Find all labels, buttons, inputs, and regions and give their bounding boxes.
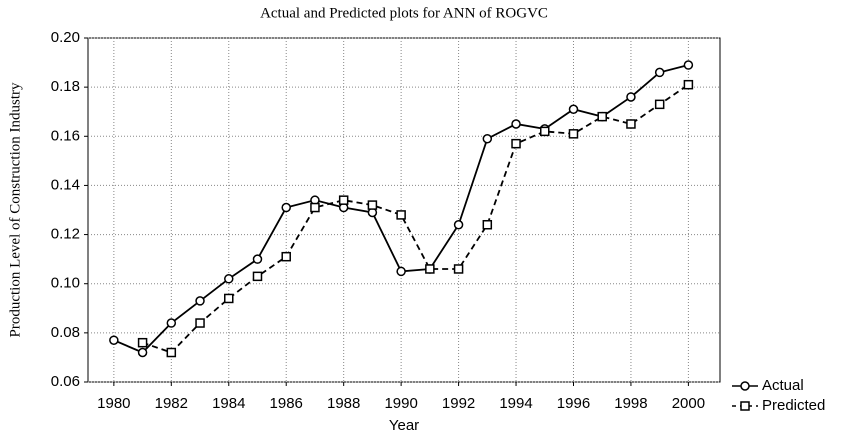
legend-label: Predicted (762, 397, 825, 414)
point (109, 335, 119, 345)
point (137, 337, 148, 348)
point (310, 202, 320, 213)
point (482, 133, 493, 144)
x-tick-label: 1998 (614, 395, 647, 412)
point (453, 264, 464, 274)
point (568, 129, 579, 139)
point (626, 92, 636, 102)
y-tick-label: 0.16 (51, 127, 80, 144)
point (683, 79, 694, 90)
x-tick-label: 2000 (672, 395, 705, 412)
legend-label: Actual (762, 377, 804, 394)
plot-frame (87, 37, 721, 383)
point (597, 111, 607, 122)
point (654, 67, 665, 78)
point (654, 99, 665, 110)
point (482, 219, 493, 230)
point (367, 200, 378, 210)
x-tick-label: 1988 (327, 395, 360, 412)
point (224, 274, 234, 284)
point (195, 318, 205, 328)
y-tick-label: 0.10 (51, 275, 80, 292)
point (568, 104, 579, 115)
x-tick-label: 1996 (557, 395, 590, 412)
point (224, 293, 234, 304)
point (166, 318, 177, 328)
point (338, 195, 349, 205)
x-tick-label: 1994 (499, 395, 532, 412)
y-axis-label: Production Level of Construction Industr… (7, 82, 23, 337)
y-tick-label: 0.12 (51, 226, 80, 243)
point (166, 347, 177, 358)
x-tick-label: 1980 (97, 395, 130, 412)
point (281, 202, 291, 213)
point (425, 264, 435, 274)
point (540, 126, 550, 137)
y-tick-label: 0.08 (51, 324, 80, 341)
chart-title: Actual and Predicted plots for ANN of RO… (260, 5, 548, 21)
point (252, 271, 263, 282)
legend-marker (740, 401, 750, 411)
point (396, 210, 406, 220)
x-tick-label: 1986 (270, 395, 303, 412)
point (453, 219, 464, 230)
y-tick-label: 0.20 (51, 29, 80, 46)
point (281, 251, 291, 262)
x-tick-label: 1992 (442, 395, 475, 412)
point (511, 119, 521, 129)
series-line (142, 83, 689, 354)
point (252, 254, 263, 264)
y-tick-label: 0.14 (51, 176, 80, 193)
x-tick-label: 1982 (155, 395, 188, 412)
x-tick-label: 1990 (384, 395, 417, 412)
point (626, 119, 636, 129)
point (396, 266, 406, 277)
point (511, 138, 521, 149)
point (195, 296, 205, 306)
y-tick-label: 0.06 (51, 373, 80, 390)
point (137, 347, 148, 358)
x-tick-label: 1984 (212, 395, 245, 412)
y-tick-label: 0.18 (51, 78, 80, 95)
point (683, 60, 694, 70)
legend-marker (740, 381, 750, 391)
x-axis-label: Year (389, 417, 419, 434)
